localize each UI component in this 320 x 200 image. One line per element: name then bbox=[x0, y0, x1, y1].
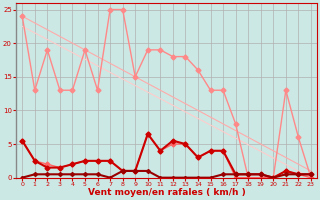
X-axis label: Vent moyen/en rafales ( km/h ): Vent moyen/en rafales ( km/h ) bbox=[88, 188, 245, 197]
